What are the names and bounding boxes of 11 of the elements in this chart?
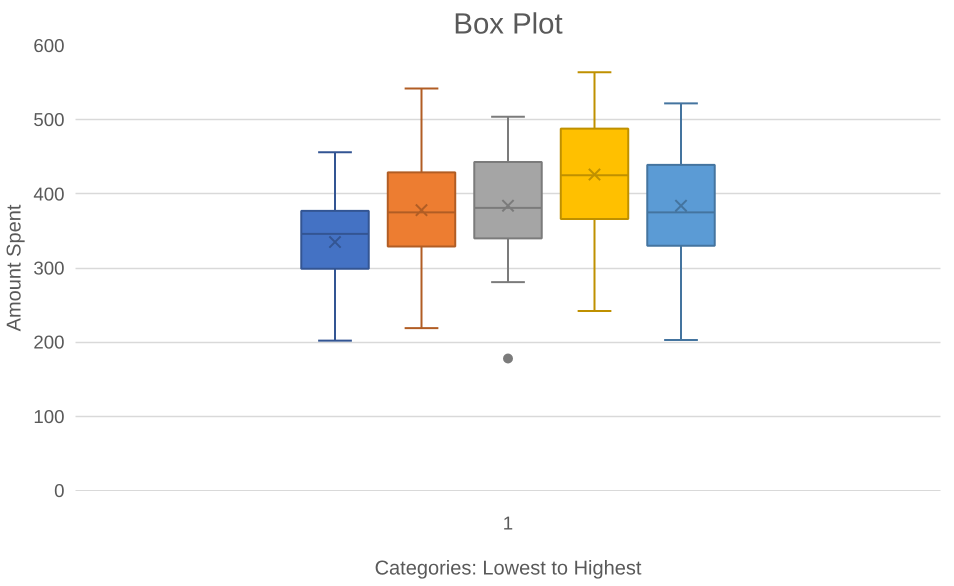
y-tick-label: 600 (33, 35, 65, 56)
y-tick-label: 0 (54, 480, 65, 501)
y-tick-label: 500 (33, 109, 65, 130)
y-axis-title: Amount Spent (3, 204, 26, 332)
x-tick-label: 1 (502, 512, 514, 534)
y-tick-label: 300 (33, 258, 65, 278)
y-tick-label: 200 (33, 332, 65, 353)
x-axis-title: Categories: Lowest to Highest (374, 558, 642, 580)
y-tick-label: 400 (33, 183, 65, 204)
y-tick-label: 100 (33, 406, 65, 427)
chart-title: Box Plot (453, 8, 563, 40)
